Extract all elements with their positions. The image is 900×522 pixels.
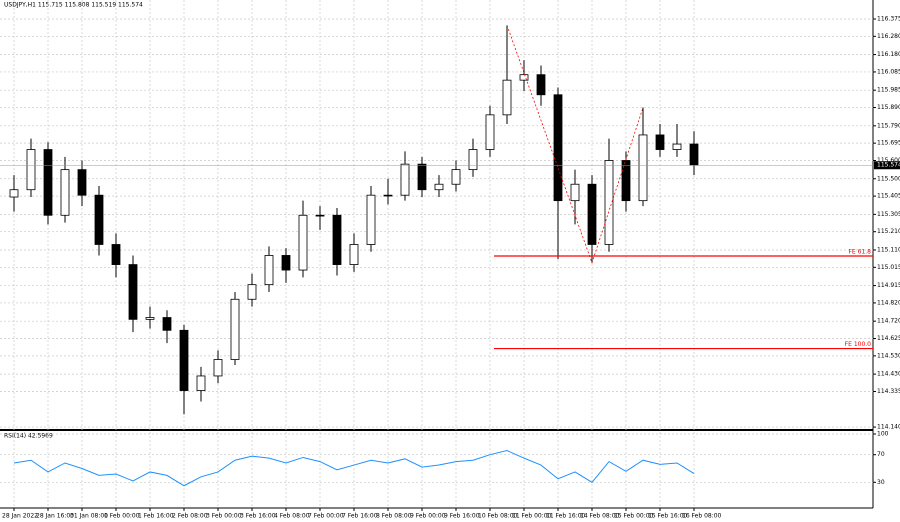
candle-body [196,375,206,391]
x-tick-label: 8 Feb 08:00 [376,513,412,520]
candle-body [570,183,580,202]
candle-body [162,317,172,331]
candle-body [366,194,376,245]
x-tick-label: 4 Feb 08:00 [274,513,310,520]
x-tick-label: 11 Feb 00:00 [512,513,552,520]
y-tick-label: 114.720 [877,318,900,325]
y-tick-label: 114.140 [877,424,900,431]
rsi-tick-label: 70 [877,451,885,458]
candle-body [383,194,393,197]
rsi-tick-label: 100 [877,431,889,438]
y-tick-label: 116.280 [877,33,900,40]
candle-body [9,189,19,198]
y-tick-label: 114.530 [877,352,900,359]
x-tick-label: 2 Feb 08:00 [172,513,208,520]
y-tick-label: 115.500 [877,175,900,182]
x-tick-label: 9 Feb 16:00 [444,513,480,520]
candle-body [60,169,70,216]
x-tick-label: 9 Feb 00:00 [410,513,446,520]
candle-body [77,169,87,196]
x-tick-label: 15 Feb 16:00 [648,513,688,520]
candle-body [604,160,614,245]
y-tick-label: 115.695 [877,140,900,147]
rsi-tick-label: 30 [877,479,885,486]
last-price-box [874,161,900,170]
chart-title: USDJPY,H1 115.715 115.808 115.519 115.57… [4,2,143,9]
candle-body [468,149,478,171]
y-tick-label: 114.335 [877,388,900,395]
candle-body [43,149,53,216]
candle-body [689,143,699,166]
candle-body [417,163,427,191]
candle-body [451,169,461,185]
candle-body [485,114,495,150]
candle-body [587,183,597,245]
y-tick-label: 115.015 [877,264,900,271]
x-tick-label: 16 Feb 08:00 [682,513,722,520]
x-tick-label: 7 Feb 16:00 [342,513,378,520]
candle-body [145,317,155,320]
y-tick-label: 115.110 [877,246,900,253]
candle-body [638,134,648,202]
y-tick-label: 115.890 [877,104,900,111]
rsi-label: RSI(14) 42.5969 [4,433,53,440]
candle-body [179,329,189,391]
y-tick-label: 116.375 [877,15,900,22]
y-tick-label: 114.820 [877,299,900,306]
y-tick-label: 115.210 [877,228,900,235]
level-label: FE 100.0 [845,341,872,348]
candle-body [94,194,104,245]
candle-body [247,284,257,300]
x-tick-label: 15 Feb 00:00 [614,513,654,520]
candle-body [281,255,291,271]
candle-body [230,298,240,360]
candle-body [502,79,512,116]
candle-body [264,255,274,286]
candle-body [536,74,546,96]
x-tick-label: 3 Feb 00:00 [206,513,242,520]
candle-body [621,160,631,202]
x-tick-label: 3 Feb 16:00 [240,513,276,520]
x-tick-label: 14 Feb 08:00 [580,513,620,520]
candle-body [400,163,410,196]
y-tick-label: 115.790 [877,122,900,129]
y-tick-label: 115.305 [877,211,900,218]
x-tick-label: 28 Jan 16:00 [36,513,74,520]
y-tick-label: 115.985 [877,87,900,94]
rsi-line [13,450,695,487]
x-tick-label: 11 Feb 16:00 [546,513,586,520]
y-tick-label: 116.085 [877,68,900,75]
candle-body [434,183,444,191]
candle-body [332,214,342,265]
x-tick-label: 31 Jan 08:00 [70,513,108,520]
y-tick-label: 115.600 [877,157,900,164]
y-tick-label: 116.180 [877,51,900,58]
x-tick-label: 28 Jan 2022 [2,513,38,520]
candle-body [111,244,121,265]
level-label: FE 61.8 [848,248,871,255]
y-tick-label: 114.430 [877,371,900,378]
x-tick-label: 10 Feb 08:00 [478,513,518,520]
x-tick-label: 1 Feb 00:00 [104,513,140,520]
candle-body [213,359,223,377]
candle-body [655,134,665,150]
candle-body [26,149,36,191]
x-tick-label: 1 Feb 16:00 [138,513,174,520]
last-price-label: 115.574 [877,162,900,169]
y-tick-label: 114.625 [877,335,900,342]
candle-body [128,264,138,320]
candle-body [672,143,682,150]
y-tick-label: 114.915 [877,282,900,289]
candle-body [298,214,308,271]
zigzag [506,25,644,264]
y-tick-label: 115.405 [877,193,900,200]
candle-body [315,214,325,217]
candle-body [553,94,563,202]
candle-body [519,74,529,81]
candle-body [349,244,359,265]
x-tick-label: 7 Feb 00:00 [308,513,344,520]
